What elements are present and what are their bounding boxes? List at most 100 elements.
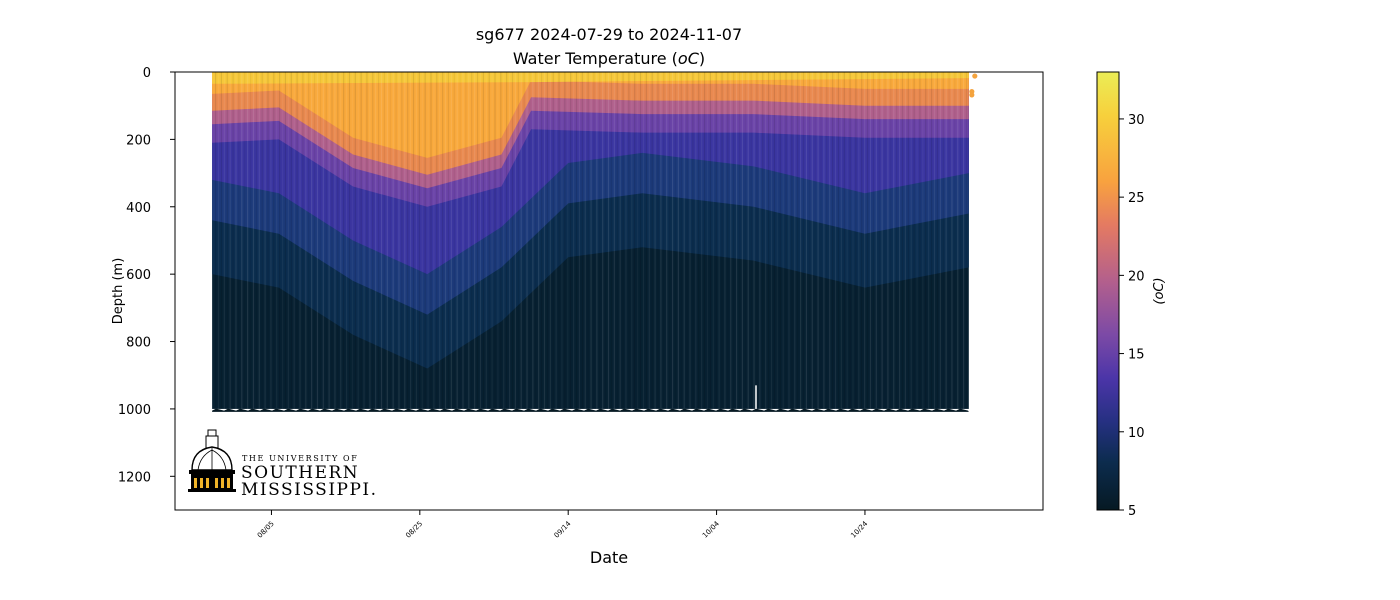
profile-streak [680, 72, 682, 409]
profile-streak [311, 72, 313, 409]
colorbar-tick-label: 10 [1128, 426, 1145, 441]
profile-streak [529, 72, 531, 409]
heatmap [212, 72, 978, 412]
profile-streak [925, 72, 927, 409]
profile-streak [741, 72, 743, 409]
profile-streak [907, 72, 909, 409]
plot-area: THE UNIVERSITY OF SOUTHERN MISSISSIPPI. [174, 71, 1044, 511]
profile-streak [476, 72, 479, 409]
x-tick-label: 10/24 [849, 519, 869, 539]
profile-streak [308, 72, 310, 409]
profile-streak [558, 72, 560, 409]
profile-streak [453, 72, 455, 409]
profile-streak [721, 72, 723, 409]
profile-streak [634, 72, 636, 409]
profile-streak [389, 72, 391, 409]
profile-streak [805, 72, 808, 409]
profile-streak [759, 72, 761, 409]
y-axis: 0 200 400 600 800 1000 1200 [118, 66, 175, 485]
profile-streak [791, 72, 793, 409]
profile-streak [686, 72, 688, 409]
profile-streak [631, 72, 633, 409]
profile-streak [645, 72, 647, 409]
profile-streak [834, 72, 837, 409]
profile-streak [281, 72, 284, 409]
y-tick-label: 600 [126, 268, 151, 283]
profile-streak [916, 72, 918, 409]
profile-streak [526, 72, 528, 409]
profile-streak [421, 72, 423, 409]
profile-streak [357, 72, 359, 409]
profile-streak [843, 72, 845, 409]
profile-streak [264, 72, 266, 409]
chart-title: sg677 2024-07-29 to 2024-11-07 [476, 25, 742, 44]
profile-streak [273, 72, 275, 409]
profile-bottom-edge [212, 408, 969, 412]
profile-streak [465, 72, 467, 409]
profile-streak [351, 72, 353, 409]
profile-streak [939, 72, 941, 409]
x-axis: 08/05 08/25 09/14 10/04 10/24 [256, 510, 870, 540]
profile-streak [424, 72, 426, 409]
profile-streak [546, 72, 548, 409]
profile-streak [800, 72, 802, 409]
profile-streak [345, 72, 348, 409]
profile-streak [354, 72, 356, 409]
profile-streak [613, 72, 615, 409]
profile-streak [864, 72, 866, 409]
profile-streak [258, 72, 260, 409]
profile-streak [523, 72, 525, 409]
profile-streak [648, 72, 650, 409]
profile-streak [628, 72, 630, 409]
profile-streak [639, 72, 642, 409]
profile-streak [340, 72, 342, 409]
x-axis-label: Date [590, 548, 628, 567]
profile-streak [488, 72, 490, 409]
profile-streak [241, 72, 243, 409]
profile-streak [794, 72, 796, 409]
profile-streak [316, 72, 319, 409]
profile-streak [692, 72, 694, 409]
profile-streak [514, 72, 516, 409]
profile-streak [677, 72, 679, 409]
profile-streak [532, 72, 534, 409]
profile-streak [328, 72, 330, 409]
profile-streak [249, 72, 252, 409]
profile-streak [898, 72, 901, 409]
chart-subtitle: Water Temperature (oC) [513, 49, 705, 68]
profile-streak [503, 72, 505, 409]
profile-streak [965, 72, 968, 409]
dome-icon [188, 429, 236, 492]
profile-streak [657, 72, 659, 409]
plot-frame [174, 71, 1044, 511]
profile-streak [872, 72, 874, 409]
profile-streak [753, 72, 755, 409]
profile-streak [535, 72, 537, 409]
profile-streak [785, 72, 787, 409]
profile-streak [284, 72, 287, 409]
profile-streak [878, 72, 880, 409]
profile-streak [695, 72, 697, 409]
profile-streak [846, 72, 848, 409]
profile-streak [377, 72, 380, 409]
profile-streak [392, 72, 394, 409]
profile-streak [671, 72, 674, 409]
profile-streak [439, 72, 441, 409]
profile-streak [564, 72, 566, 409]
profile-streak [948, 72, 950, 409]
y-tick-label: 200 [126, 133, 151, 148]
profile-streak [462, 72, 464, 409]
profile-streak [706, 72, 709, 409]
profile-streak [762, 72, 764, 409]
profile-streak [817, 72, 819, 409]
profile-streak [293, 72, 295, 409]
x-tick-label: 09/14 [553, 519, 573, 539]
profile-streak [267, 72, 269, 409]
profile-streak [703, 72, 706, 409]
profile-streak [913, 72, 915, 409]
profile-streak [602, 72, 604, 409]
profile-streak [642, 72, 645, 409]
colorbar-ticks: 5 10 15 20 25 30 [1119, 113, 1145, 519]
profile-streak [520, 72, 522, 409]
profile-streak [936, 72, 938, 409]
